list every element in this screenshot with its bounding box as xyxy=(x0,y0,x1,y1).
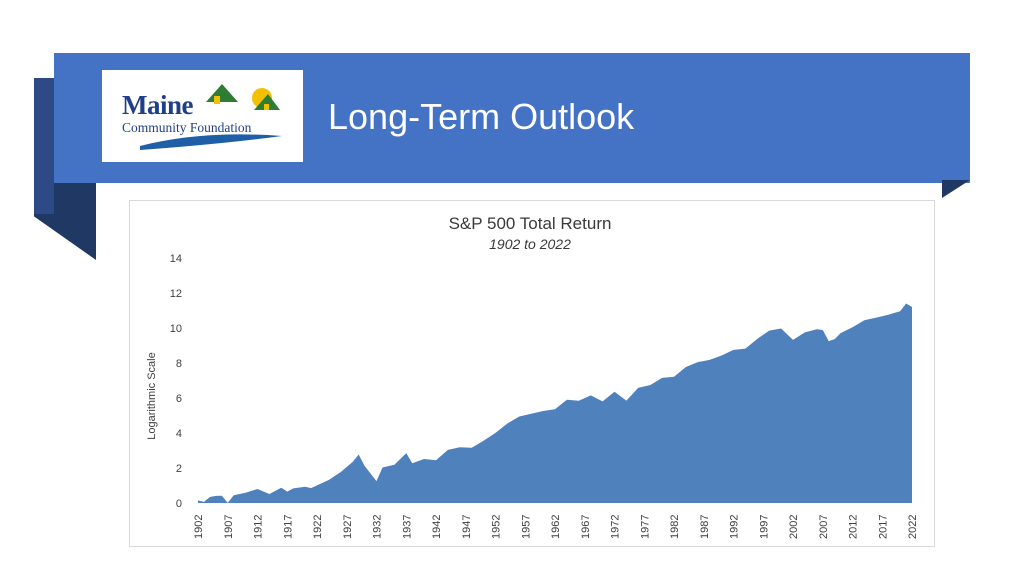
y-tick-label: 12 xyxy=(170,288,182,300)
y-tick-label: 6 xyxy=(176,393,182,405)
ribbon-fold-left-inner xyxy=(34,78,54,214)
x-tick-label: 1952 xyxy=(491,515,503,539)
y-tick-label: 14 xyxy=(170,253,182,265)
x-tick-label: 1907 xyxy=(223,515,235,539)
ribbon-fold-right xyxy=(942,180,970,198)
chart-frame: S&P 500 Total Return 1902 to 2022 Logari… xyxy=(129,200,935,547)
page-title: Long-Term Outlook xyxy=(328,96,635,137)
x-tick-label: 1982 xyxy=(669,515,681,539)
y-tick-label: 0 xyxy=(176,498,182,510)
logo-name: Maine xyxy=(122,90,194,120)
area-series xyxy=(198,303,912,503)
x-tick-label: 1977 xyxy=(639,515,651,539)
logo: Maine Community Foundation xyxy=(102,70,303,162)
y-axis-label: Logarithmic Scale xyxy=(146,352,158,439)
x-tick-label: 1972 xyxy=(610,515,622,539)
x-tick-label: 1942 xyxy=(431,515,443,539)
y-tick-label: 8 xyxy=(176,358,182,370)
x-tick-label: 1987 xyxy=(699,515,711,539)
y-tick-label: 2 xyxy=(176,463,182,475)
x-tick-label: 1967 xyxy=(580,515,592,539)
x-tick-label: 1992 xyxy=(729,515,741,539)
chart-subtitle: 1902 to 2022 xyxy=(489,236,571,252)
chart-title: S&P 500 Total Return xyxy=(449,214,612,233)
logo-graphic-icon xyxy=(140,84,282,150)
x-tick-label: 1932 xyxy=(372,515,384,539)
x-tick-label: 1927 xyxy=(342,515,354,539)
x-tick-label: 1937 xyxy=(401,515,413,539)
y-tick-label: 4 xyxy=(176,428,182,440)
x-tick-label: 2017 xyxy=(877,515,889,539)
x-tick-label: 2012 xyxy=(848,515,860,539)
x-tick-label: 2002 xyxy=(788,515,800,539)
x-tick-label: 1912 xyxy=(253,515,265,539)
x-tick-label: 2022 xyxy=(907,515,919,539)
x-tick-label: 1917 xyxy=(282,515,294,539)
sp500-chart: S&P 500 Total Return 1902 to 2022 Logari… xyxy=(146,214,919,539)
x-tick-label: 1922 xyxy=(312,515,324,539)
x-tick-label: 1962 xyxy=(550,515,562,539)
x-tick-label: 1957 xyxy=(520,515,532,539)
x-tick-label: 1902 xyxy=(193,515,205,539)
y-tick-label: 10 xyxy=(170,323,182,335)
logo-subtitle: Community Foundation xyxy=(122,120,252,135)
x-tick-label: 1947 xyxy=(461,515,473,539)
x-tick-label: 1997 xyxy=(758,515,770,539)
x-tick-label: 2007 xyxy=(818,515,830,539)
